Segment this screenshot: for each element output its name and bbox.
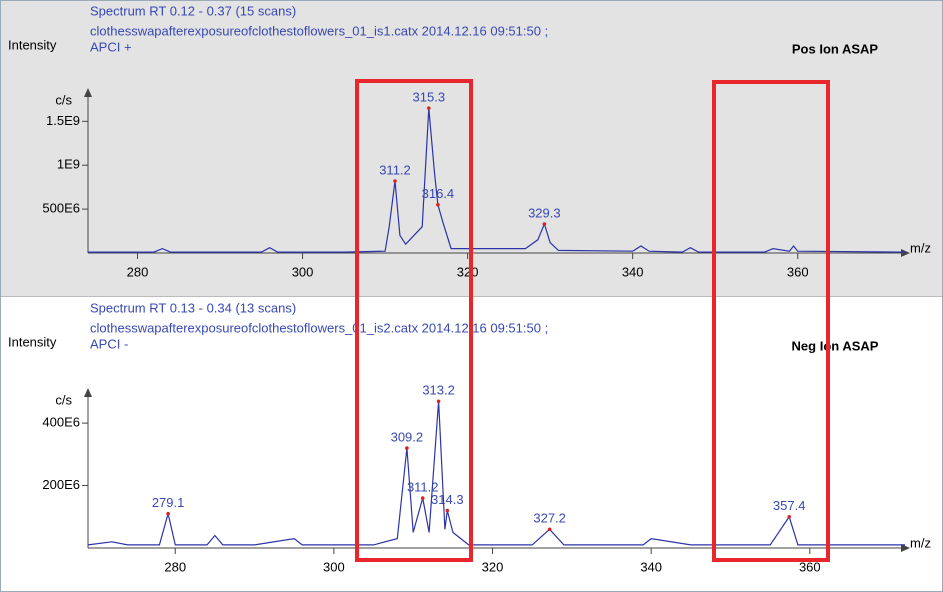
x-tick-label: 320 [482, 559, 504, 574]
peak-label: 315.3 [413, 90, 446, 105]
peak-label: 329.3 [528, 205, 561, 220]
peak-label: 314.3 [431, 492, 464, 507]
spectrum-line [87, 401, 905, 546]
peak-label: 327.2 [533, 511, 566, 526]
y-axis-label: Intensity [8, 37, 57, 52]
x-tick-label: 300 [323, 559, 345, 574]
x-tick-label: 360 [787, 264, 809, 279]
y-axis-arrow [84, 88, 92, 97]
peak-marker [436, 399, 441, 404]
spectrum-line [88, 108, 906, 253]
peak-label: 311.2 [407, 479, 439, 494]
highlight-box [355, 79, 473, 562]
peak-marker [405, 446, 409, 450]
x-tick-label: 360 [799, 559, 821, 574]
y-tick-label: 500E6 [42, 201, 80, 216]
x-axis-arrow [901, 544, 910, 552]
peak-marker [436, 202, 440, 207]
peak-marker [166, 511, 170, 516]
peak-label: 309.2 [391, 430, 424, 445]
ionization-mode: APCI - [90, 336, 128, 351]
peak-label: 279.1 [152, 495, 185, 510]
highlight-box [712, 80, 830, 562]
x-tick-label: 300 [292, 264, 314, 279]
file-info: clothesswapafterexposureofclothestoflowe… [90, 23, 548, 38]
y-axis-arrow [84, 388, 92, 397]
x-tick-label: 340 [640, 559, 662, 574]
x-tick-label: 280 [164, 559, 186, 574]
ionization-mode: APCI + [90, 39, 132, 54]
y-tick-label: 400E6 [42, 415, 80, 430]
y-unit: c/s [55, 392, 72, 407]
x-axis-label: m/z [910, 535, 931, 550]
peak-marker [445, 508, 450, 513]
peak-label: 311.2 [379, 162, 411, 177]
peak-marker [393, 179, 397, 183]
peak-marker [787, 514, 791, 519]
mode-annotation: Pos Ion ASAP [792, 41, 879, 56]
x-axis-label: m/z [910, 240, 931, 255]
peak-label: 316.4 [422, 186, 455, 201]
file-info: clothesswapafterexposureofclothestoflowe… [90, 320, 548, 335]
mode-annotation: Neg Ion ASAP [792, 338, 879, 353]
peak-marker [427, 106, 431, 110]
peak-marker [547, 527, 552, 532]
x-tick-label: 320 [457, 264, 479, 279]
x-tick-label: 340 [622, 264, 644, 279]
spectrum-title: Spectrum RT 0.12 - 0.37 (15 scans) [90, 3, 296, 18]
peak-marker [420, 496, 425, 500]
peak-marker [542, 222, 547, 226]
y-axis-label: Intensity [8, 334, 57, 349]
y-tick-label: 1E9 [57, 157, 80, 172]
y-tick-label: 1.5E9 [46, 113, 80, 128]
y-unit: c/s [55, 92, 72, 107]
spectrum-title: Spectrum RT 0.13 - 0.34 (13 scans) [90, 300, 296, 315]
peak-label: 313.2 [422, 383, 455, 398]
y-tick-label: 200E6 [42, 477, 80, 492]
peak-label: 357.4 [773, 498, 806, 513]
x-axis-arrow [901, 249, 910, 257]
x-tick-label: 280 [127, 264, 149, 279]
